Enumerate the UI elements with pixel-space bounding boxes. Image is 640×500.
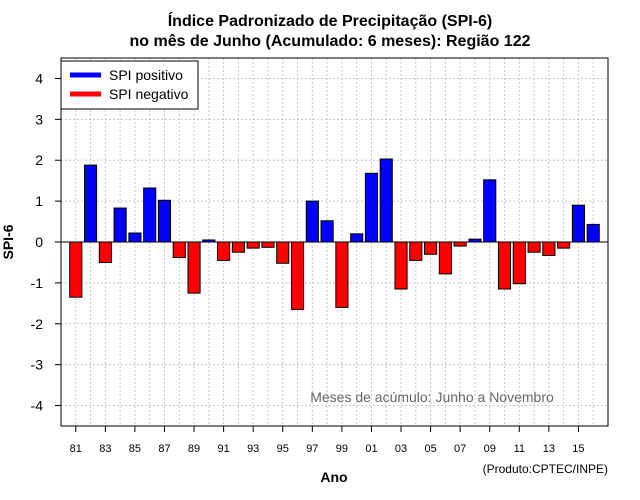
- bar-2010: [497, 241, 512, 290]
- product-credit: (Produto:CPTEC/INPE): [483, 462, 608, 476]
- x-tick-label: 01: [365, 443, 377, 455]
- bar-2002: [379, 158, 393, 243]
- bar-2013: [542, 241, 556, 256]
- legend-label-negative: SPI negativo: [109, 86, 189, 102]
- bar-2014: [557, 241, 571, 249]
- x-tick-label: 85: [129, 443, 141, 455]
- bar-2009: [483, 179, 497, 243]
- bar-1994: [261, 241, 275, 248]
- x-tick-label: 93: [247, 443, 259, 455]
- x-tick-label: 97: [306, 443, 318, 455]
- bar-2011: [512, 241, 526, 285]
- bar-2015: [571, 204, 585, 243]
- y-tick-label: 1: [35, 193, 43, 209]
- x-tick-label: 15: [572, 443, 584, 455]
- y-tick-label: -2: [31, 316, 44, 332]
- bar-2006: [438, 241, 452, 275]
- bar-2012: [527, 241, 541, 253]
- y-tick-label: 2: [35, 152, 43, 168]
- accumulation-note: Meses de acúmulo: Junho a Novembro: [310, 389, 554, 405]
- bar-2004: [409, 241, 423, 261]
- bar-1982: [84, 164, 98, 243]
- y-tick-label: 3: [35, 111, 43, 127]
- y-axis: -4 -3 -2 -1 0 1 2 3 4: [31, 70, 61, 414]
- bar-1986: [143, 187, 157, 243]
- bar-2001: [364, 172, 379, 243]
- bar-1992: [231, 241, 245, 253]
- x-tick-label: 13: [543, 443, 555, 455]
- x-tick-label: 91: [217, 443, 229, 455]
- x-tick-label: 99: [336, 443, 348, 455]
- bar-1981: [69, 241, 83, 298]
- x-axis: 81 83 85 87 89 91 93 95 97 99 01 03 05 07 09 11 13 15: [70, 426, 585, 455]
- legend: SPI positivo SPI negativo: [60, 60, 199, 110]
- y-tick-label: -3: [31, 357, 44, 373]
- x-tick-label: 83: [99, 443, 111, 455]
- y-tick-label: -1: [31, 275, 44, 291]
- legend-box: [60, 60, 199, 110]
- legend-label-positive: SPI positivo: [109, 67, 183, 83]
- chart-title: Índice Padronizado de Precipitação (SPI-…: [168, 11, 493, 30]
- chart-subtitle: no mês de Junho (Acumulado: 6 meses): Re…: [130, 33, 531, 50]
- x-tick-label: 87: [158, 443, 170, 455]
- x-tick-label: 09: [484, 443, 496, 455]
- bars: [69, 158, 600, 310]
- x-tick-label: 07: [454, 443, 466, 455]
- x-tick-label: 03: [395, 443, 407, 455]
- x-tick-label: 95: [277, 443, 289, 455]
- bar-1998: [320, 220, 334, 243]
- x-tick-label: 89: [188, 443, 200, 455]
- bar-1991: [217, 241, 231, 261]
- bar-1999: [335, 241, 349, 308]
- bar-2016: [586, 223, 600, 243]
- x-tick-label: 11: [514, 443, 525, 455]
- x-tick-label: 81: [70, 443, 82, 455]
- bar-2007: [453, 241, 467, 247]
- bar-1987: [157, 199, 172, 243]
- y-tick-label: 0: [35, 234, 43, 250]
- bar-2003: [394, 241, 408, 290]
- bar-1996: [290, 241, 305, 310]
- bar-1985: [128, 232, 142, 243]
- bar-1993: [246, 241, 260, 249]
- y-tick-label: -4: [31, 398, 44, 414]
- bar-1989: [187, 241, 201, 294]
- bar-2005: [424, 241, 438, 255]
- bar-2000: [350, 233, 364, 243]
- bar-1988: [172, 241, 186, 259]
- x-axis-label: Ano: [320, 469, 347, 485]
- bar-1983: [98, 241, 112, 263]
- bar-1997: [305, 200, 319, 243]
- x-tick-label: 05: [424, 443, 436, 455]
- bar-1995: [276, 241, 290, 264]
- y-axis-label: SPI-6: [0, 224, 16, 259]
- y-tick-label: 4: [35, 70, 43, 86]
- bar-1984: [113, 207, 127, 243]
